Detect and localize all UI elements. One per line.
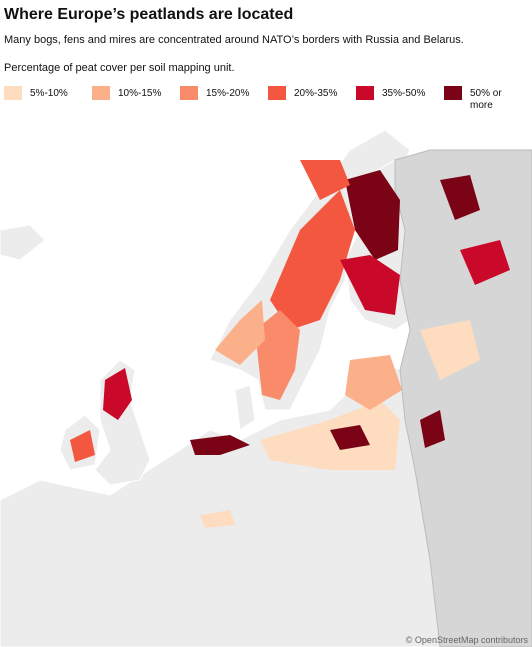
land	[0, 224, 46, 261]
legend-swatch	[4, 86, 22, 100]
peat-area	[260, 400, 400, 470]
peat-area	[330, 425, 370, 450]
peat-area	[70, 430, 95, 462]
legend-label: 5%-10%	[30, 88, 68, 99]
map	[0, 115, 532, 647]
peat-area	[200, 510, 235, 528]
legend-swatch	[92, 86, 110, 100]
peat-area	[103, 368, 132, 420]
peat-area	[255, 310, 300, 400]
legend-item: 10%-15%	[92, 86, 180, 112]
title: Where Europe’s peatlands are located	[4, 6, 294, 23]
peat-area	[420, 410, 445, 448]
peat-area	[420, 320, 480, 380]
legend-title: Percentage of peat cover per soil mappin…	[4, 62, 235, 74]
legend-swatch	[180, 86, 198, 100]
peat-area	[270, 190, 355, 330]
subtitle: Many bogs, fens and mires are concentrat…	[4, 34, 464, 46]
peat-area	[440, 175, 480, 220]
peat-areas	[70, 160, 510, 528]
peat-area	[345, 355, 402, 410]
peat-area	[190, 435, 250, 455]
legend-item: 15%-20%	[180, 86, 268, 112]
legend-item: 50% or more	[444, 86, 532, 112]
legend-label: 35%-50%	[382, 88, 426, 99]
legend: 5%-10% 10%-15% 15%-20% 20%-35% 35%-50% 50% or…	[4, 86, 532, 112]
peat-area	[460, 240, 510, 285]
legend-item: 5%-10%	[4, 86, 92, 112]
land	[234, 384, 256, 431]
attribution: © OpenStreetMap contributors	[405, 635, 528, 645]
legend-label: 50% or more	[470, 88, 502, 111]
legend-label: 10%-15%	[118, 88, 162, 99]
legend-swatch	[356, 86, 374, 100]
legend-label: 15%-20%	[206, 88, 250, 99]
legend-label: 20%-35%	[294, 88, 338, 99]
legend-item: 20%-35%	[268, 86, 356, 112]
peat-area	[345, 170, 400, 260]
legend-item: 35%-50%	[356, 86, 444, 112]
peat-area	[340, 255, 400, 315]
peat-area	[300, 160, 350, 200]
legend-swatch	[444, 86, 462, 100]
legend-swatch	[268, 86, 286, 100]
peat-area	[215, 300, 265, 365]
